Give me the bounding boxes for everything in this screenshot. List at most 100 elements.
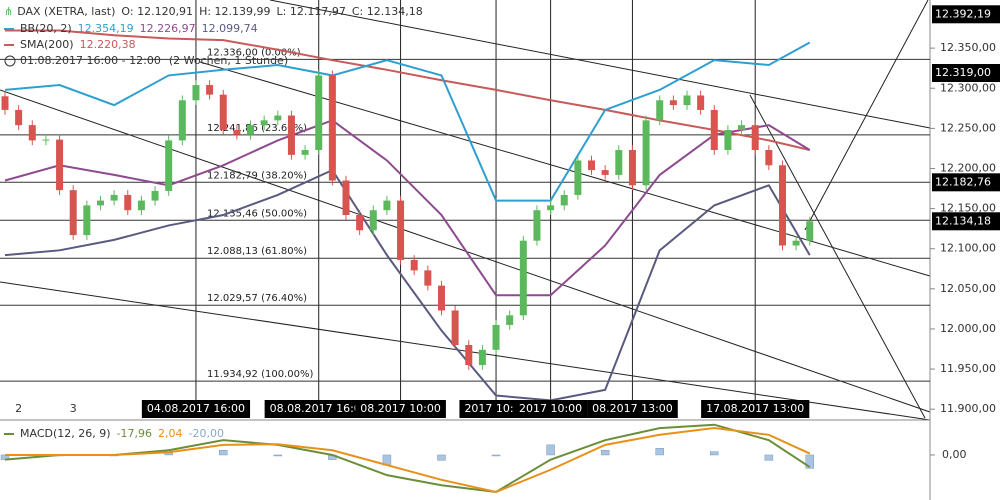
candle-body (328, 75, 336, 181)
legend-value: 12.354,19 (78, 22, 134, 35)
ohlc: O: 12.120,91 (121, 5, 193, 18)
histogram-bar (218, 450, 228, 456)
candle-body (28, 125, 36, 141)
candle-body (751, 125, 759, 151)
candle-body (628, 150, 636, 186)
candle-body (533, 210, 541, 241)
trend-line (269, 0, 931, 129)
candle-body (424, 270, 432, 286)
legend: ⋔ DAX (XETRA, last) O: 12.120,91 H: 12.139,… (4, 5, 423, 440)
date-label-bg (587, 400, 678, 418)
candle-body (260, 120, 268, 126)
legend-name: BB(20, 2) (20, 22, 72, 35)
candle-body (369, 210, 377, 231)
legend-value: 2,04 (158, 427, 183, 440)
legend-line: ⋔ DAX (XETRA, last) O: 12.120,91 H: 12.139,… (4, 5, 423, 18)
candle-body (151, 190, 159, 201)
candle-body (178, 100, 186, 141)
x-tick-label: 08.08.2017 16:00 (270, 402, 368, 415)
ohlc: C: 12.134,18 (352, 5, 423, 18)
legend-value: 12.099,74 (202, 22, 258, 35)
histogram-bar (437, 454, 446, 461)
candle-body (574, 160, 582, 195)
fib-label: 12.241,86 (23.60%) (207, 123, 307, 134)
bb-upper (4, 41, 811, 202)
y-tick-label: 11.950,00 (940, 362, 996, 375)
candle-body (669, 100, 677, 106)
bb-middle (4, 119, 811, 297)
date-label-bg (141, 400, 251, 418)
legend-title: DAX (XETRA, last) (17, 5, 115, 18)
legend-value: -17,96 (117, 427, 152, 440)
candle-body (96, 200, 104, 206)
y-tick-label: 12.150,00 (940, 202, 996, 215)
range-note: (2 Wochen, 1 Stunde) (169, 54, 288, 67)
candle-body (124, 194, 132, 211)
candle-body (42, 139, 50, 141)
x-tick-label: 04.08.2017 16:00 (147, 402, 245, 415)
fib-label: 12.336,00 (0.00%) (207, 47, 301, 58)
macd-line (4, 423, 811, 493)
y-tick-label: 12.350,00 (940, 41, 996, 54)
candle-body (301, 150, 309, 155)
date-label-bg (701, 400, 810, 418)
legend-line: 01.08.2017 16:00 - 12:00 (2 Wochen, 1 Stu… (20, 54, 288, 67)
candle-body (56, 139, 64, 191)
price-tag: 12.319,00 (935, 66, 991, 79)
price-tag-bg (932, 173, 1000, 192)
candle-body (765, 150, 773, 166)
candle-body (519, 240, 527, 316)
candle-body (1, 96, 9, 110)
candle-body (601, 170, 609, 175)
price-tag-bg (932, 64, 1000, 83)
candle-body (465, 344, 473, 366)
candle-body (192, 85, 200, 101)
price-tag-bg (932, 212, 1000, 231)
ohlc: L: 12.117,97 (277, 5, 346, 18)
y-tick-label: 12.200,00 (940, 161, 996, 174)
candle-body (110, 194, 118, 201)
histogram-bar (491, 454, 501, 457)
candle-body (383, 200, 391, 211)
x-tick-label: 17.08.2017 13:00 (706, 402, 804, 415)
legend-line: SMA(200) 12.220,38 (20, 38, 136, 51)
candle-body (792, 240, 800, 246)
y-tick-label: 12.100,00 (940, 242, 996, 255)
candle-body (738, 125, 746, 130)
histogram-bar (273, 454, 283, 457)
candle-body (697, 95, 705, 110)
histogram-bar (710, 451, 719, 456)
legend-line: BB(20, 2) 12.354,19 12.226,97 12.099,74 (20, 22, 258, 35)
candle-body (588, 160, 596, 171)
candle-body (560, 194, 568, 206)
candle-body (165, 140, 173, 191)
candle-body (451, 310, 459, 345)
candle-body (356, 215, 364, 231)
y-tick-label: 12.300,00 (940, 81, 996, 94)
candle-body (710, 109, 718, 151)
legend-icon: ⋔ (4, 5, 13, 18)
fib-label: 11.934,92 (100.00%) (207, 369, 313, 380)
candle-body (478, 349, 486, 366)
candle-body (506, 315, 514, 325)
y-tick-label: 12.250,00 (940, 121, 996, 134)
candle-body (397, 200, 405, 260)
y-tick-label: 0,00 (942, 448, 967, 461)
histogram-bar (764, 454, 774, 461)
candle-body (342, 180, 350, 216)
x-tick-label: 2 (15, 402, 22, 415)
candle-body (656, 100, 664, 121)
histogram-bar (805, 454, 815, 469)
period: 01.08.2017 16:00 - 12:00 (20, 54, 161, 67)
legend-value: 12.220,38 (80, 38, 136, 51)
y-tick-label: 11.900,00 (940, 402, 996, 415)
price-tag: 12.182,76 (935, 175, 991, 188)
candle-body (615, 150, 623, 175)
ohlc: H: 12.139,99 (199, 5, 270, 18)
fib-label: 12.182,79 (38.20%) (207, 170, 307, 181)
legend-line: MACD(12, 26, 9) -17,96 2,04 -20,00 (20, 427, 224, 440)
x-tick-label: 08.2017 13:00 (592, 402, 673, 415)
candle-body (437, 285, 445, 311)
trend-line (804, 0, 929, 231)
